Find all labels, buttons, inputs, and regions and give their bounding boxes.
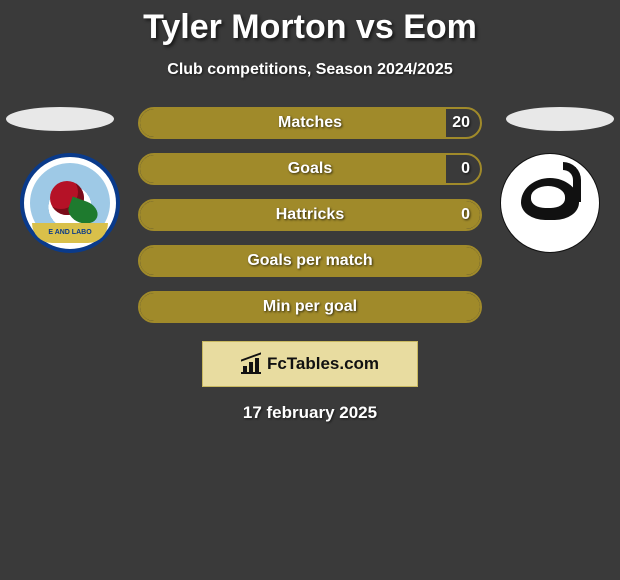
comparison-panel: E AND LABO Matches20Goals0Hattricks0Goal… [0,107,620,323]
stat-bar-label: Matches [140,109,480,137]
left-ellipse [6,107,114,131]
brand-box: FcTables.com [202,341,418,387]
subtitle: Club competitions, Season 2024/2025 [0,61,620,79]
stat-bar: Goals per match [138,245,482,277]
chart-icon [241,354,261,374]
stat-bar: Min per goal [138,291,482,323]
left-club-badge: E AND LABO [20,153,120,253]
date-label: 17 february 2025 [0,403,620,423]
brand-text: FcTables.com [267,354,379,374]
stat-bars: Matches20Goals0Hattricks0Goals per match… [138,107,482,323]
right-club-badge [500,153,600,253]
stat-bar: Matches20 [138,107,482,139]
stat-bar-label: Min per goal [140,293,480,321]
stat-right-value: 20 [452,109,470,137]
badge-ribbon: E AND LABO [32,223,108,243]
stat-bar-label: Goals [140,155,480,183]
stat-bar: Goals0 [138,153,482,185]
right-ellipse [506,107,614,131]
stat-right-value: 0 [461,155,470,183]
stat-right-value: 0 [461,201,470,229]
stat-bar: Hattricks0 [138,199,482,231]
stat-bar-label: Goals per match [140,247,480,275]
swan-neck-icon [563,162,581,202]
swan-wing-icon [531,186,565,208]
page-title: Tyler Morton vs Eom [0,0,620,47]
stat-bar-label: Hattricks [140,201,480,229]
